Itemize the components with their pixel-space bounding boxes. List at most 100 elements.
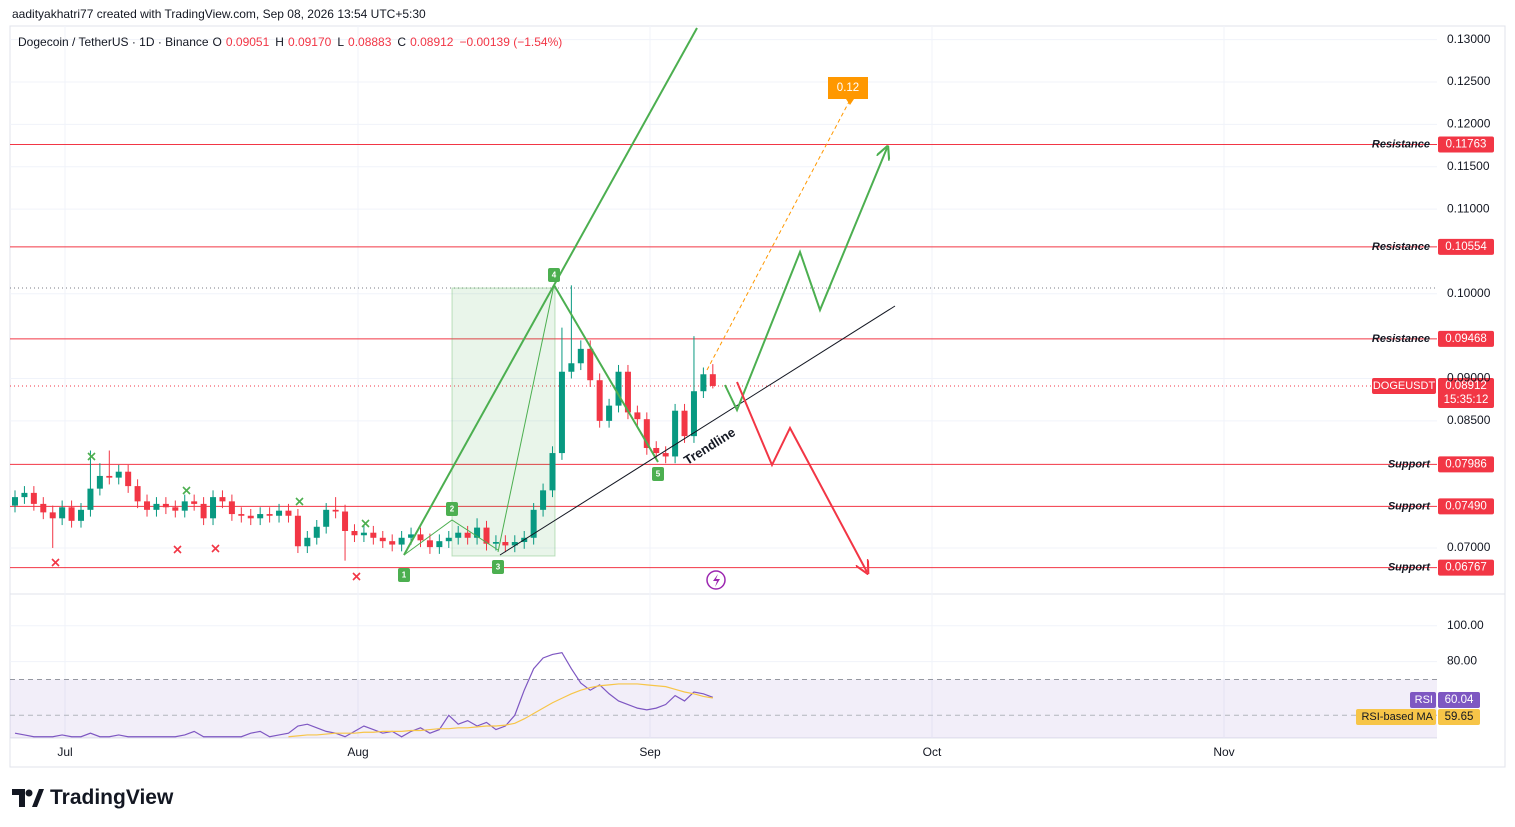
pattern-box	[451, 287, 556, 557]
symbol: Dogecoin / TetherUS · 1D · Binance	[18, 35, 209, 49]
candle-body	[96, 475, 103, 489]
grid	[10, 26, 1437, 738]
candle-body	[304, 537, 311, 547]
channel-line	[403, 27, 698, 556]
candle-body	[436, 541, 443, 548]
candle-body	[106, 475, 113, 478]
pivot-low	[51, 544, 361, 581]
x-tick-label: Jul	[57, 745, 72, 759]
x-tick-label: Sep	[639, 745, 661, 759]
candle-body	[285, 510, 292, 516]
pattern-point-label: 5	[656, 470, 661, 479]
pattern-leg	[403, 519, 499, 556]
candle-body	[615, 371, 622, 406]
level-name: Support	[1388, 562, 1431, 574]
target-label: 0.12	[837, 82, 859, 94]
ohlc-value: 0.09170	[287, 35, 332, 49]
level-value: 0.06767	[1445, 562, 1487, 574]
y-tick-label: 0.11000	[1447, 201, 1490, 215]
candle-body	[153, 503, 160, 510]
bear-projection	[736, 381, 867, 572]
y-tick-label: 0.11500	[1447, 159, 1490, 173]
target-box	[828, 77, 868, 105]
pattern-point-label: 3	[496, 563, 501, 572]
candle-body	[332, 509, 339, 512]
bull-projection	[724, 148, 887, 413]
ohlc-key: L	[337, 35, 345, 49]
y-tick-label: 0.13000	[1447, 32, 1491, 46]
rsi-value: 59.65	[1445, 711, 1474, 723]
pattern-point-box	[652, 467, 664, 481]
frame	[9, 25, 1506, 768]
ohlc-key: C	[397, 35, 407, 49]
candle-body	[634, 412, 641, 420]
candle-body	[398, 537, 405, 545]
candle-body	[12, 497, 18, 506]
level-value-box	[1438, 498, 1494, 515]
level-value-box	[1438, 238, 1494, 255]
candle-body	[530, 509, 537, 538]
candle-body	[549, 453, 556, 491]
candle-body	[596, 380, 603, 421]
candle-body	[587, 348, 594, 381]
level-name: Support	[1388, 500, 1431, 512]
change: −0.00139 (−1.54%)	[459, 35, 563, 49]
candle-body	[426, 540, 433, 548]
y-tick-label: 0.08500	[1447, 413, 1491, 427]
ohlc-key: O	[212, 35, 222, 49]
candle-body	[653, 447, 660, 454]
level-name: Resistance	[1372, 241, 1430, 253]
rsi-tick-label: 100.00	[1447, 618, 1484, 632]
level-value-box	[1438, 330, 1494, 347]
axes: 0.13000 0.12500 0.12000 0.11500 0.11000 0.100…	[57, 32, 1490, 759]
candle-body	[379, 537, 386, 542]
candle-body	[191, 501, 198, 504]
candle-body	[342, 511, 349, 532]
rsi-name: RSI-based MA	[1361, 711, 1433, 723]
y-tick-label: 0.12000	[1447, 117, 1491, 131]
pivot-markers	[51, 452, 370, 581]
candle-body	[483, 527, 490, 544]
candle-body	[709, 374, 716, 386]
candle-body	[49, 512, 56, 519]
candle-body	[59, 507, 66, 519]
last-price: 0.08912	[1445, 380, 1487, 392]
level-name: Support	[1388, 458, 1431, 470]
level-value: 0.10554	[1445, 241, 1487, 253]
x-tick-label: Nov	[1213, 745, 1234, 759]
candle-body	[238, 514, 245, 516]
ohlc-value: 0.08883	[348, 35, 392, 49]
level-value-box	[1438, 456, 1494, 473]
candle-body	[228, 501, 235, 515]
countdown: 15:35:12	[1444, 394, 1489, 406]
brand: TradingView	[12, 786, 173, 810]
candle-body	[474, 527, 481, 538]
candle-body	[115, 471, 122, 478]
rsi-name-box	[1410, 692, 1436, 708]
candle-body	[219, 497, 226, 502]
price-pane: 1 2 3 4 5 Trendline 0.12	[10, 27, 1437, 590]
candle-body	[276, 510, 283, 516]
trendline-label: Trendline	[681, 424, 738, 467]
symbol-label: DOGEUSDT	[1373, 380, 1436, 392]
pattern-point-box	[446, 502, 458, 516]
y-tick-label: 0.12500	[1447, 74, 1491, 88]
y-tick-label: 0.07000	[1447, 540, 1491, 554]
candle-body	[200, 503, 207, 519]
candle-body	[247, 515, 254, 519]
ohlc-key: H	[275, 35, 284, 49]
level-value-box	[1438, 559, 1494, 576]
level-value: 0.07490	[1445, 500, 1487, 512]
candle-body	[690, 391, 697, 437]
brand-name: TradingView	[50, 786, 174, 809]
candle-body	[162, 503, 169, 508]
candle-body	[313, 526, 320, 538]
candle-body	[351, 531, 358, 536]
pattern-point-label: 1	[402, 571, 407, 580]
candle-body	[540, 490, 547, 510]
candle-body	[624, 371, 631, 413]
candle-body	[40, 503, 47, 513]
candle-body	[558, 371, 565, 454]
pattern-leg	[497, 284, 555, 553]
